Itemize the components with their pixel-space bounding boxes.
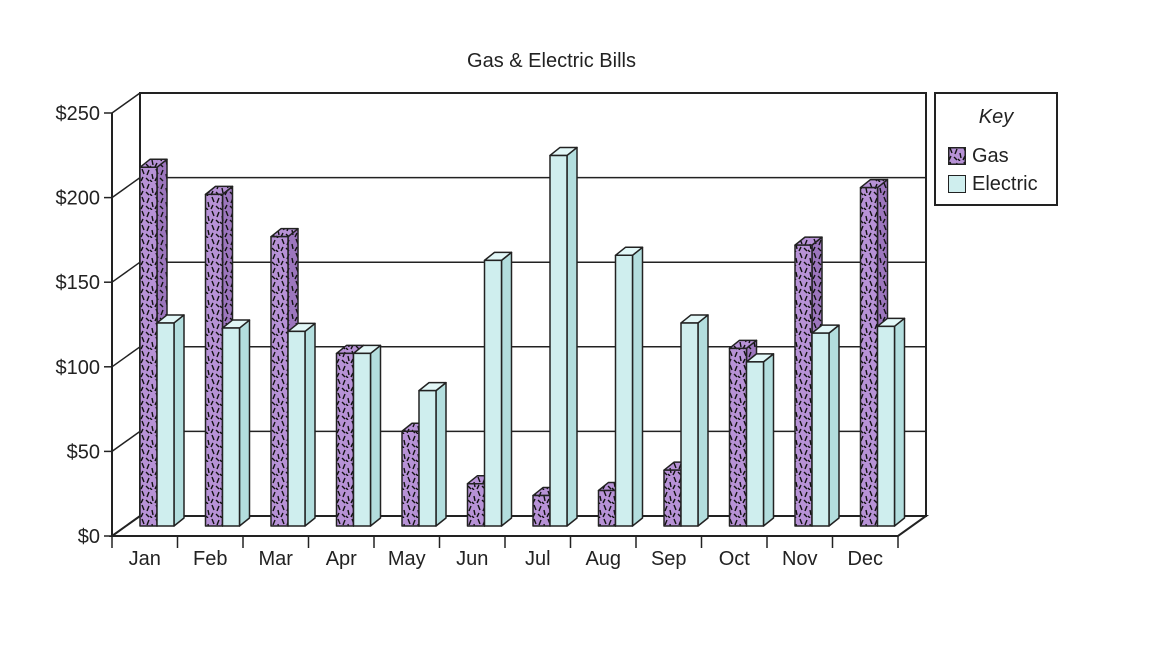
bar-front <box>614 254 634 527</box>
bar-front <box>466 482 486 527</box>
labels-layer: $0 $50 $100 $150 $200 $250 Jan Feb Mar Apr May Jun J… <box>56 103 884 570</box>
legend-swatch-electric <box>948 175 966 193</box>
chart-title: Gas & Electric Bills <box>467 50 636 72</box>
bar-front <box>597 489 617 527</box>
bar-front <box>876 325 896 527</box>
x-tick-label: Oct <box>719 548 751 570</box>
bar-front <box>335 352 355 527</box>
gridline-left-wall <box>111 92 141 114</box>
gridline-left-wall <box>111 261 141 283</box>
bar-electric <box>156 314 185 527</box>
bar-front <box>401 430 420 527</box>
bar-front <box>352 352 372 527</box>
bar-side <box>435 381 447 527</box>
bar-side <box>173 314 185 527</box>
bar-front <box>270 235 289 527</box>
x-tick-label: Dec <box>847 548 883 570</box>
bar-side <box>238 319 251 527</box>
bar-side <box>893 317 906 527</box>
bar-front <box>745 361 765 527</box>
bar-side <box>304 322 316 527</box>
bar-side <box>828 324 840 527</box>
floor-corner <box>898 536 910 546</box>
bar-front <box>483 259 503 527</box>
bar-electric <box>614 246 644 527</box>
bar-front <box>728 347 748 527</box>
gridline-left-wall <box>111 430 141 453</box>
x-tick-label: Nov <box>782 548 818 570</box>
x-tick-label: Mar <box>259 548 294 570</box>
y-tick-label: $250 <box>56 103 101 125</box>
bar-electric <box>811 324 840 527</box>
bar-front <box>859 186 879 527</box>
x-tick-label: Apr <box>326 548 357 570</box>
y-tick-label: $0 <box>78 526 100 548</box>
bar-front <box>811 332 830 527</box>
bar-front <box>204 193 224 527</box>
bar-electric <box>483 251 513 527</box>
gridline-left-wall <box>111 346 141 368</box>
bar-side <box>631 246 644 527</box>
y-tick-label: $100 <box>56 357 101 379</box>
bar-electric <box>221 319 251 527</box>
y-tick-label: $150 <box>56 272 101 294</box>
bar-side <box>500 251 513 527</box>
legend-swatch-gas <box>948 147 966 165</box>
bar-electric <box>745 353 775 527</box>
x-tick-label: Feb <box>193 548 227 570</box>
x-tick-label: Jul <box>525 548 551 570</box>
x-tick-label: Aug <box>585 548 621 570</box>
legend-label-electric: Electric <box>972 172 1038 195</box>
bar-front <box>287 330 306 527</box>
bar-side <box>369 344 382 527</box>
legend: Key Gas Electric <box>934 92 1058 206</box>
bar-front <box>139 166 158 527</box>
bar-front <box>418 389 437 527</box>
bar-side <box>566 146 578 527</box>
bar-electric <box>352 344 382 527</box>
bar-electric <box>876 317 906 527</box>
bar-electric <box>287 322 316 527</box>
bar-electric <box>549 146 578 527</box>
bar-electric <box>680 314 709 527</box>
legend-label-gas: Gas <box>972 144 1009 167</box>
bar-front <box>532 494 551 527</box>
legend-item-gas: Gas <box>948 144 1009 168</box>
bar-side <box>762 353 775 527</box>
x-tick-label: Sep <box>651 548 687 570</box>
bar-front <box>156 322 175 527</box>
legend-item-electric: Electric <box>948 172 1038 196</box>
legend-title: Key <box>978 106 1014 128</box>
x-tick-label: Jun <box>456 548 488 570</box>
bar-front <box>221 327 241 527</box>
x-tick-label: Jan <box>129 548 161 570</box>
y-tick-label: $200 <box>56 188 101 210</box>
bar-front <box>794 244 813 527</box>
gridline-left-wall <box>111 176 141 199</box>
bars-layer <box>139 146 906 527</box>
x-tick-label: May <box>388 548 426 570</box>
bar-front <box>680 322 699 527</box>
y-tick-label: $50 <box>67 441 100 463</box>
bar-side <box>697 314 709 527</box>
bar-electric <box>418 381 447 527</box>
bar-front <box>663 469 682 527</box>
bar-front <box>549 154 568 527</box>
